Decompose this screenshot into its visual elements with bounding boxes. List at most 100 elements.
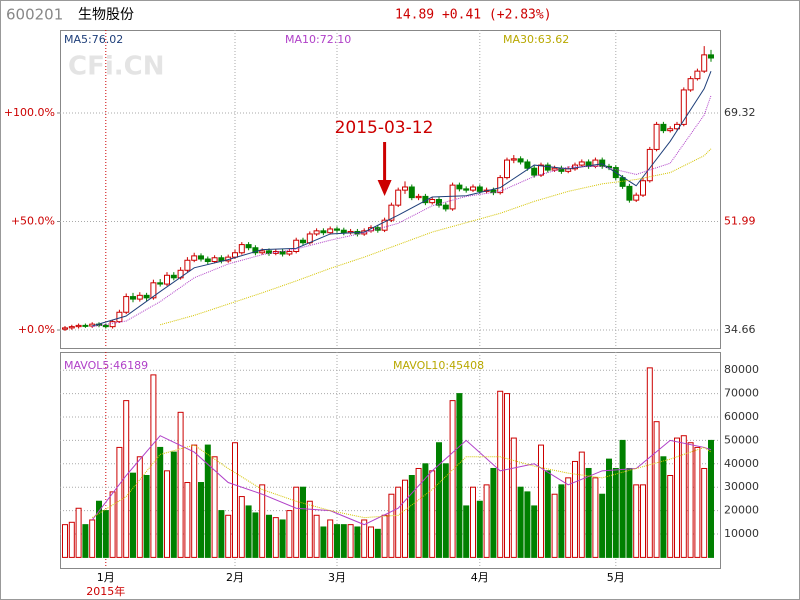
candle-body [701, 54, 708, 72]
candle-body [313, 230, 320, 235]
volume-bar [75, 507, 82, 558]
volume-bar [238, 496, 245, 558]
volume-bar [572, 460, 578, 558]
volume-bar [143, 475, 150, 558]
candle-body [653, 123, 660, 150]
volume-bar [585, 467, 592, 558]
volume-bar [388, 493, 395, 558]
y-tick-label: 80000 [724, 363, 759, 376]
candle-body [408, 186, 415, 199]
volume-bar [476, 500, 483, 558]
volume-bar [347, 524, 354, 558]
volume-bar [606, 458, 612, 558]
candle-body [232, 252, 238, 258]
candle-body [340, 229, 347, 234]
volume-bar [123, 400, 130, 558]
candle-body [293, 239, 300, 252]
candle-body [619, 177, 626, 187]
x-tick-label: 1月 [97, 571, 115, 584]
candle-body [327, 228, 334, 234]
candle-body [694, 70, 701, 80]
ma-line [92, 70, 712, 327]
volume-bar [96, 500, 102, 558]
y-tick-label: 50000 [724, 433, 759, 446]
volume-bar [381, 514, 388, 558]
candle-body [476, 186, 483, 192]
volume-bar [116, 446, 123, 558]
candle-body [531, 167, 538, 176]
candle-body [415, 195, 422, 199]
candle-body [75, 324, 82, 328]
y2-tick-label: 34.66 [724, 323, 756, 336]
candle-body [517, 158, 524, 163]
candle-body [211, 257, 218, 263]
candle-body [116, 311, 123, 323]
candle-body [245, 244, 252, 249]
candle-body [286, 250, 293, 255]
ma-line [92, 95, 712, 328]
volume-bar [578, 451, 585, 558]
candle-body [640, 180, 646, 196]
x-tick-label: 5月 [607, 571, 625, 584]
volume-bar [544, 470, 551, 558]
candle-body [143, 294, 150, 299]
volume-bar [612, 467, 619, 558]
candle-body [279, 250, 286, 255]
candle-body [524, 161, 531, 169]
y-tick-label: 60000 [724, 410, 759, 423]
y-tick-label: +50.0% [11, 215, 55, 228]
volume-bar [646, 367, 653, 558]
volume-bar [490, 467, 497, 558]
volume-bar [272, 517, 279, 558]
volume-bar [225, 514, 232, 558]
volume-bar [177, 411, 184, 558]
legend-entry: MAVOL10:45408 [393, 359, 484, 372]
volume-bar [327, 519, 334, 558]
volume-bar [89, 519, 96, 558]
candle-body [259, 250, 266, 254]
volume-bar [497, 390, 504, 558]
volume-bar [619, 439, 626, 558]
x-tick-label: 3月 [328, 571, 346, 584]
volume-bar [531, 505, 538, 558]
volume-bar [660, 456, 667, 558]
volume-bar [415, 467, 422, 558]
volume-bar [293, 486, 300, 558]
candle-body [130, 296, 136, 300]
volume-bar [313, 514, 320, 558]
volume-bar [266, 514, 272, 558]
candle-body [68, 326, 75, 329]
volume-bar [592, 477, 599, 558]
legend-entry: MA5:76.02 [64, 33, 123, 46]
volume-bar [680, 435, 687, 558]
candle-body [191, 255, 198, 261]
volume-bar [463, 505, 470, 558]
volume-bar [633, 484, 640, 558]
candle-body [599, 159, 606, 167]
candle-body [667, 128, 674, 132]
candle-body [320, 230, 327, 234]
candle-body [62, 327, 68, 330]
candle-body [626, 185, 633, 201]
volume-bar [442, 463, 449, 558]
year-label: 2015年 [86, 584, 125, 598]
volume-bar [408, 475, 415, 558]
volume-bar [694, 446, 701, 558]
volume-bar [279, 519, 286, 558]
volume-bar [626, 467, 633, 558]
candle-body [497, 177, 504, 194]
volume-bar [286, 510, 293, 558]
volume-bar [252, 512, 259, 558]
y-tick-label: 30000 [724, 480, 759, 493]
volume-bar [449, 400, 456, 558]
legend-entry: MA30:63.62 [503, 33, 569, 46]
volume-bar [674, 437, 680, 558]
volume-bar [701, 467, 708, 558]
volume-bar [374, 528, 381, 558]
volume-bar [102, 510, 109, 558]
watermark: CFi.CN [68, 52, 164, 82]
volume-bar [538, 444, 544, 558]
volume-bar [136, 456, 143, 558]
volume-bar [306, 500, 313, 558]
candle-body [184, 259, 191, 271]
